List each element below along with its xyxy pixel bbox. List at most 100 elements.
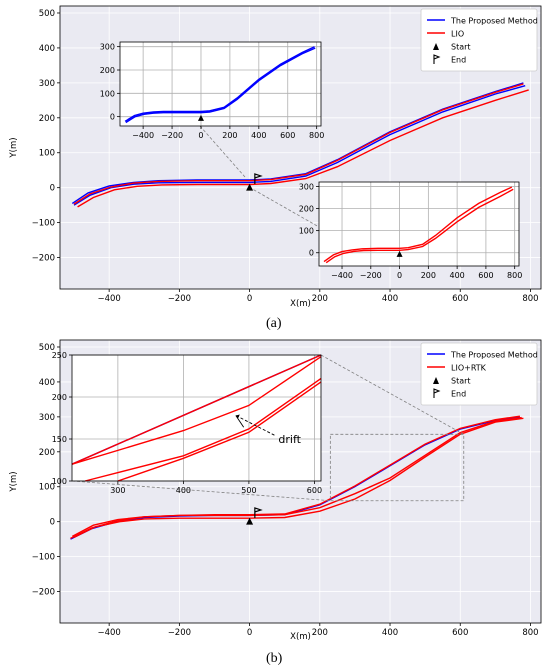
chart-a-tick-label-x: 600 <box>452 294 468 304</box>
chart-b-zoom-connector <box>320 354 464 435</box>
chart-a-x-axis-label: X(m) <box>290 299 311 309</box>
chart-b-legend-label: LIO+RTK <box>451 364 487 373</box>
chart-b-zoom-region <box>329 433 465 502</box>
chart-b-tick-label-x: 600 <box>452 628 468 638</box>
chart-a-legend-label: Start <box>451 43 471 52</box>
chart-a-series-line-1 <box>73 85 526 206</box>
chart-b-tick-label-x: 0 <box>247 628 252 638</box>
chart-a-inset-2-tick-label-x: 600 <box>478 271 493 280</box>
chart-a-inset-1-tick-label-x: −200 <box>161 131 183 140</box>
chart-b-y-axis-label: Y(m) <box>9 471 19 492</box>
chart-a-tick-label-x: −200 <box>168 294 191 304</box>
chart-b-tick-label-x: −200 <box>168 628 191 638</box>
chart-b-drift-vector <box>235 415 245 428</box>
chart-b-zoom-connector <box>71 480 331 502</box>
chart-a-tick-label-y: −200 <box>32 254 55 264</box>
chart-b-tick-label-y: 500 <box>39 343 55 353</box>
chart-b-inset-tick-label-y: 250 <box>52 351 67 360</box>
chart-a-legend-label: End <box>451 56 466 65</box>
chart-a: −400 −200 0 200 400 600 800 −200 −100 0 100 200 300 4… <box>9 5 542 309</box>
chart-a-tick-label-x: 200 <box>312 294 328 304</box>
chart-b-tick-label-x: 400 <box>382 628 398 638</box>
chart-b-drift-label: drift <box>278 433 301 446</box>
chart-b-start-marker <box>246 517 254 525</box>
chart-a-tick-label-y: 200 <box>39 114 55 124</box>
chart-b-tick-label-y: 100 <box>39 483 55 493</box>
chart-a-inset-1-tick-label-y: 100 <box>100 89 115 98</box>
chart-b-tick-label-x: −400 <box>97 628 120 638</box>
chart-a-inset-2-tick-label-x: −200 <box>360 271 382 280</box>
chart-b-legend-end-icon <box>433 388 441 398</box>
subfigure-label-b: (b) <box>266 651 283 666</box>
chart-b-inset-tick-label-x: 600 <box>307 486 322 495</box>
chart-b-inset-series-line-4 <box>117 381 322 482</box>
chart-a-tick-label-y: 300 <box>39 79 55 89</box>
chart-a-inset-2-series-line-0 <box>323 186 513 263</box>
chart-b-inset-tick-label-x: 300 <box>110 486 125 495</box>
chart-a-inset-1: −400 −200 0 200 400 600 800 0 100 200 300 <box>100 41 324 140</box>
chart-a-inset-1-series-line-1 <box>125 47 316 124</box>
chart-b-inset: 300 400 500 600 100 150 200 250 drift <box>52 351 322 495</box>
chart-a-tick-label-y: −100 <box>32 219 55 229</box>
chart-b-tick-label-y: −200 <box>32 588 55 598</box>
chart-a-legend-start-icon <box>433 43 439 50</box>
chart-b-legend-label: The Proposed Method <box>450 351 538 360</box>
chart-a-inset-frame <box>119 41 322 127</box>
chart-a-inset-2-series-line-1 <box>325 188 514 264</box>
chart-b-tick-label-y: 400 <box>39 378 55 388</box>
chart-b-inset-series-line-1 <box>71 354 322 465</box>
chart-b-frame <box>59 339 542 624</box>
chart-a-tick-label-x: 800 <box>522 294 538 304</box>
chart-a-end-marker <box>254 173 263 184</box>
chart-b-tick-label-y: 0 <box>50 518 55 528</box>
chart-a-inset-2: −400 −200 0 200 400 600 800 0 100 200 300 <box>299 181 522 280</box>
chart-a-legend-box <box>420 8 538 72</box>
chart-a-inset-1-tick-label-x: −400 <box>132 131 154 140</box>
chart-a-legend-label: The Proposed Method <box>450 17 538 26</box>
chart-b-tick-label-y: 300 <box>39 413 55 423</box>
chart-a-inset-1-tick-label-y: 0 <box>110 113 115 122</box>
chart-b-inset-series-line-3 <box>84 377 322 482</box>
chart-a-inset-1-tick-label-y: 300 <box>100 43 115 52</box>
chart-b-inset-tick-label-y: 200 <box>52 393 67 402</box>
chart-a-inset-1-tick-label-y: 200 <box>100 66 115 75</box>
chart-a-tick-label-x: 400 <box>382 294 398 304</box>
chart-a-tick-label-y: 100 <box>39 149 55 159</box>
chart-a-zoom-connector <box>253 189 320 228</box>
chart-b-x-axis-label: X(m) <box>290 632 311 642</box>
chart-b-tick-label-y: −100 <box>32 553 55 563</box>
chart-b-inset-tick-label-y: 150 <box>52 435 67 444</box>
chart-a-tick-label-x: 0 <box>247 294 252 304</box>
chart-a-tick-label-x: −400 <box>97 294 120 304</box>
chart-b-series-line-2 <box>71 416 522 538</box>
chart-a-inset-2-tick-label-x: −400 <box>331 271 353 280</box>
chart-a-inset-frame <box>318 181 520 267</box>
chart-a-inset-1-tick-label-x: 800 <box>309 131 324 140</box>
chart-a-legend-label: LIO <box>451 30 464 39</box>
chart-b: −400 −200 0 200 400 600 800 −200 −100 0 100 200 300 4… <box>9 339 542 642</box>
chart-a-inset-2-tick-label-x: 200 <box>421 271 436 280</box>
chart-a-inset-2-plot-area <box>319 182 519 266</box>
chart-b-tick-label-x: 800 <box>522 628 538 638</box>
chart-b-end-marker <box>254 507 263 518</box>
chart-b-legend-start-icon <box>433 377 439 384</box>
chart-b-inset-tick-label-y: 100 <box>52 477 67 486</box>
chart-a-inset-2-tick-label-x: 400 <box>449 271 464 280</box>
chart-a-tick-label-y: 0 <box>50 184 55 194</box>
chart-b-series-line-3 <box>73 417 524 539</box>
chart-b-tick-label-y: 200 <box>39 448 55 458</box>
chart-b-inset-series-line-2 <box>71 356 322 465</box>
chart-a-zoom-connector <box>199 125 246 178</box>
chart-a-inset-1-tick-label-x: 600 <box>280 131 295 140</box>
chart-a-inset-2-tick-label-y: 0 <box>309 249 314 258</box>
chart-a-inset-2-tick-label-x: 800 <box>507 271 522 280</box>
chart-a-tick-label-y: 500 <box>39 9 55 19</box>
chart-a-inset-1-tick-label-x: 400 <box>251 131 266 140</box>
chart-a-inset-1-tick-label-x: 0 <box>198 131 203 140</box>
chart-a-series-line-2 <box>73 83 524 205</box>
chart-a-inset-start-marker <box>197 114 204 121</box>
chart-b-inset-tick-label-x: 500 <box>241 486 256 495</box>
chart-a-tick-label-y: 400 <box>39 44 55 54</box>
chart-a-inset-start-marker <box>396 250 403 257</box>
chart-a-legend-end-icon <box>433 54 441 64</box>
